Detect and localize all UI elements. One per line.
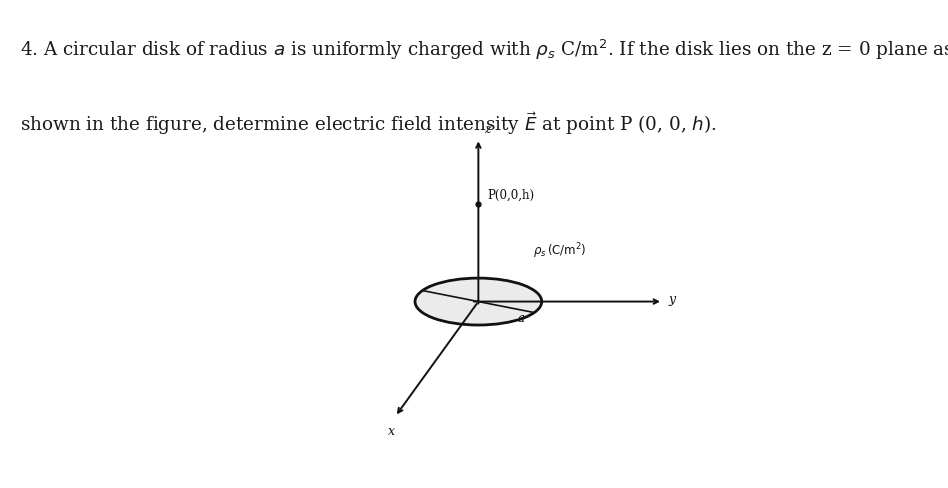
Text: y: y	[668, 293, 676, 305]
Text: $\rho_s\,(\mathrm{C/m}^2)$: $\rho_s\,(\mathrm{C/m}^2)$	[533, 242, 586, 261]
Ellipse shape	[415, 278, 541, 325]
Text: a: a	[518, 312, 524, 325]
Text: x: x	[388, 426, 395, 438]
Text: shown in the figure, determine electric field intensity $\vec{E}$ at point P (0,: shown in the figure, determine electric …	[20, 110, 717, 137]
Text: 4. A circular disk of radius $a$ is uniformly charged with $\rho_s$ C/m$^2$. If : 4. A circular disk of radius $a$ is unif…	[20, 38, 948, 62]
Text: P(0,0,h): P(0,0,h)	[487, 188, 534, 202]
Text: z: z	[484, 123, 491, 136]
